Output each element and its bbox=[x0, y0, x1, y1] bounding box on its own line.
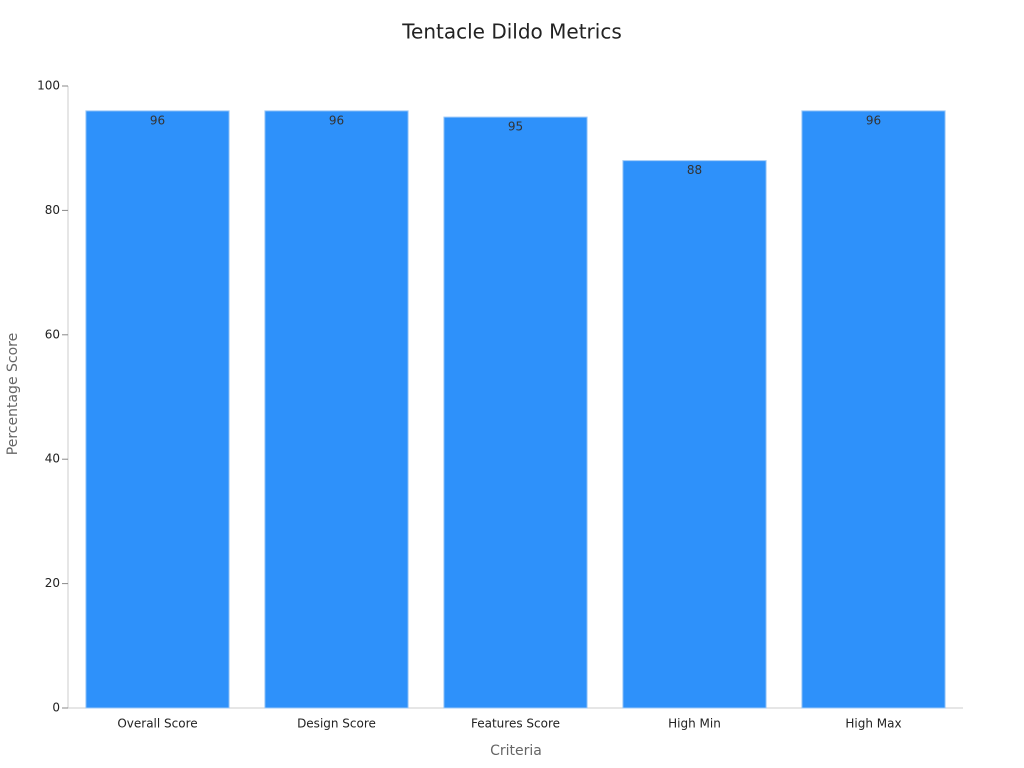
y-tick-label: 40 bbox=[45, 452, 60, 466]
x-tick-label: High Min bbox=[668, 717, 721, 731]
data-label: 96 bbox=[150, 113, 165, 127]
x-tick-label: Overall Score bbox=[117, 717, 197, 731]
bar bbox=[85, 110, 230, 709]
x-tick-label: Features Score bbox=[471, 717, 560, 731]
x-tick-label: High Max bbox=[845, 717, 901, 731]
data-label: 96 bbox=[866, 113, 881, 127]
data-label: 88 bbox=[687, 163, 702, 177]
y-axis-title: Percentage Score bbox=[5, 333, 21, 455]
bar bbox=[622, 160, 767, 709]
data-label: 95 bbox=[508, 120, 523, 134]
bar bbox=[801, 110, 946, 709]
x-tick-label: Design Score bbox=[297, 717, 376, 731]
x-axis-title: Criteria bbox=[490, 743, 542, 759]
y-tick-label: 0 bbox=[52, 701, 60, 715]
bar bbox=[264, 110, 409, 709]
y-tick-label: 60 bbox=[45, 327, 60, 341]
data-label: 96 bbox=[329, 113, 344, 127]
y-tick-label: 100 bbox=[37, 79, 60, 93]
y-tick-label: 80 bbox=[45, 203, 60, 217]
bar bbox=[443, 116, 588, 709]
chart-title: Tentacle Dildo Metrics bbox=[401, 20, 622, 44]
y-tick-label: 20 bbox=[45, 576, 60, 590]
